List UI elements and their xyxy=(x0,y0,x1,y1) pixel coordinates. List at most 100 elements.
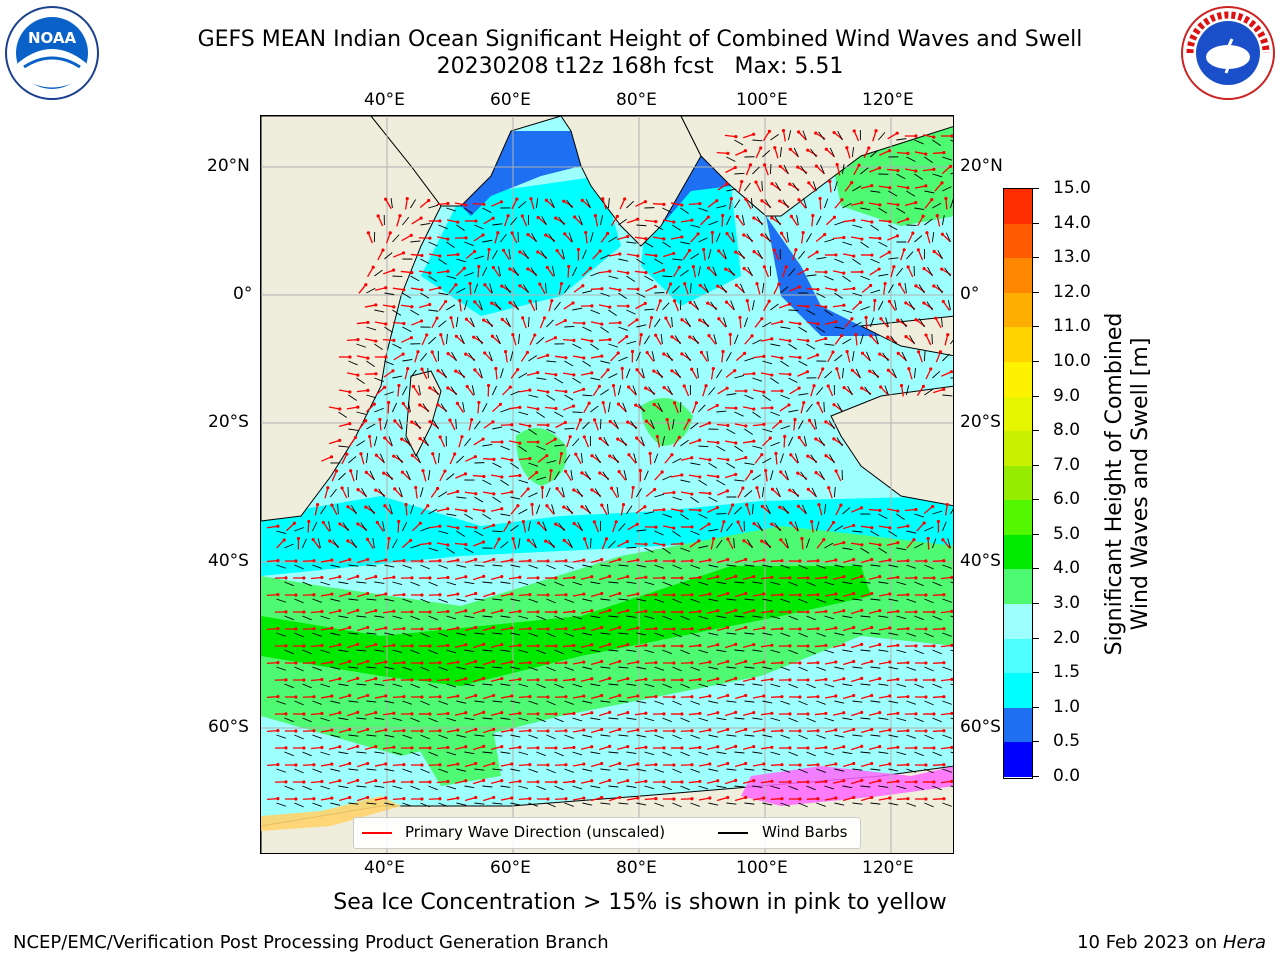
wind-barb xyxy=(906,802,916,807)
wave-arrow xyxy=(698,491,710,495)
wave-arrow xyxy=(346,338,358,342)
wind-barb xyxy=(784,470,789,481)
wave-arrow-head xyxy=(382,385,387,389)
wave-arrow-head xyxy=(896,677,900,681)
wave-arrow-head xyxy=(383,504,387,508)
wave-arrow-head xyxy=(626,234,630,239)
wave-arrow-head xyxy=(311,537,315,542)
wave-arrow-head xyxy=(870,727,874,732)
wave-arrow-head xyxy=(680,610,684,614)
wave-arrow-head xyxy=(601,401,605,405)
wind-barb xyxy=(618,218,627,226)
wave-arrow xyxy=(387,538,390,550)
wave-arrow-head xyxy=(477,400,481,405)
wave-arrow xyxy=(436,508,448,512)
wave-arrow-head xyxy=(824,336,828,341)
wind-barb xyxy=(510,598,521,602)
wind-barb xyxy=(600,598,611,601)
wave-arrow-head xyxy=(482,744,486,748)
wind-barb xyxy=(888,598,899,602)
wave-arrow-head xyxy=(574,452,578,456)
wave-arrow-head xyxy=(770,779,774,783)
wave-arrow xyxy=(581,199,591,209)
wave-arrow xyxy=(472,202,484,206)
wind-barb xyxy=(914,139,924,145)
wave-arrow-head xyxy=(510,490,514,494)
wave-arrow xyxy=(836,368,841,380)
wave-arrow-head xyxy=(472,335,476,339)
wave-arrow xyxy=(824,797,836,801)
wave-arrow xyxy=(266,797,278,801)
wave-arrow xyxy=(601,504,608,516)
wind-barb xyxy=(906,700,916,705)
wave-arrow-head xyxy=(788,372,792,376)
wind-barb xyxy=(500,751,511,754)
wind-barb xyxy=(468,352,475,362)
colorbar-title-line-2: Wind Waves and Swell [m] xyxy=(1128,337,1153,631)
colorbar-tick xyxy=(1033,637,1039,639)
wave-arrow-head xyxy=(401,352,405,356)
wind-barb xyxy=(806,683,816,689)
wind-barb xyxy=(690,422,699,430)
wind-barb xyxy=(600,768,611,771)
wave-arrow xyxy=(572,388,584,394)
wave-arrow-head xyxy=(618,591,622,596)
wave-arrow xyxy=(742,372,754,376)
wave-arrow-head xyxy=(473,368,477,372)
wind-barb xyxy=(402,768,413,773)
wind-barb xyxy=(878,273,889,277)
wave-arrow xyxy=(865,317,868,329)
wind-barb xyxy=(518,581,529,586)
wave-arrow xyxy=(814,780,826,784)
wind-barb xyxy=(428,751,438,757)
wind-barb xyxy=(878,581,889,584)
wind-barb xyxy=(942,186,952,192)
wave-arrow xyxy=(906,539,915,549)
wind-barb xyxy=(392,717,403,722)
wave-arrow xyxy=(454,780,466,784)
wind-barb xyxy=(390,198,393,209)
wind-barb xyxy=(816,768,826,773)
wave-arrow xyxy=(880,318,889,328)
wave-arrow-head xyxy=(374,303,378,307)
wave-arrow-head xyxy=(788,780,792,784)
wave-arrow-head xyxy=(353,435,358,440)
wave-arrow-head xyxy=(924,627,928,631)
wave-arrow xyxy=(698,559,710,563)
wind-barb xyxy=(528,428,537,436)
wind-barb xyxy=(780,286,789,294)
wave-arrow-head xyxy=(366,795,370,800)
wind-barb xyxy=(337,503,339,515)
wind-barb xyxy=(780,700,790,705)
wave-arrow-head xyxy=(842,711,846,715)
wave-arrow-head xyxy=(827,486,831,490)
wave-arrow-head xyxy=(366,388,370,392)
wave-arrow-head xyxy=(896,203,900,207)
wave-arrow xyxy=(500,695,512,699)
wave-arrow-head xyxy=(518,711,522,715)
wave-arrow xyxy=(814,678,826,682)
wave-arrow-head xyxy=(508,301,512,305)
wave-arrow-head xyxy=(618,795,622,800)
wave-arrow xyxy=(404,198,408,210)
wind-barb xyxy=(428,649,438,655)
wave-arrow xyxy=(491,403,501,413)
wind-barb xyxy=(888,564,899,568)
wave-arrow xyxy=(634,712,646,716)
wave-arrow-head xyxy=(806,644,810,648)
wave-arrow-head xyxy=(482,574,486,578)
wave-arrow-head xyxy=(914,780,918,784)
wave-arrow xyxy=(626,695,638,699)
wave-arrow-head xyxy=(617,469,621,474)
wave-arrow-head xyxy=(752,371,756,376)
wave-arrow-head xyxy=(348,659,352,664)
wave-arrow-head xyxy=(818,196,822,201)
wave-arrow-head xyxy=(618,625,622,630)
wave-arrow-head xyxy=(554,216,558,220)
wind-barb xyxy=(690,496,699,503)
wind-barb xyxy=(824,275,834,281)
wind-barb xyxy=(600,254,610,260)
wind-barb xyxy=(950,172,953,175)
wave-arrow xyxy=(482,626,494,632)
wave-arrow-head xyxy=(559,451,564,456)
